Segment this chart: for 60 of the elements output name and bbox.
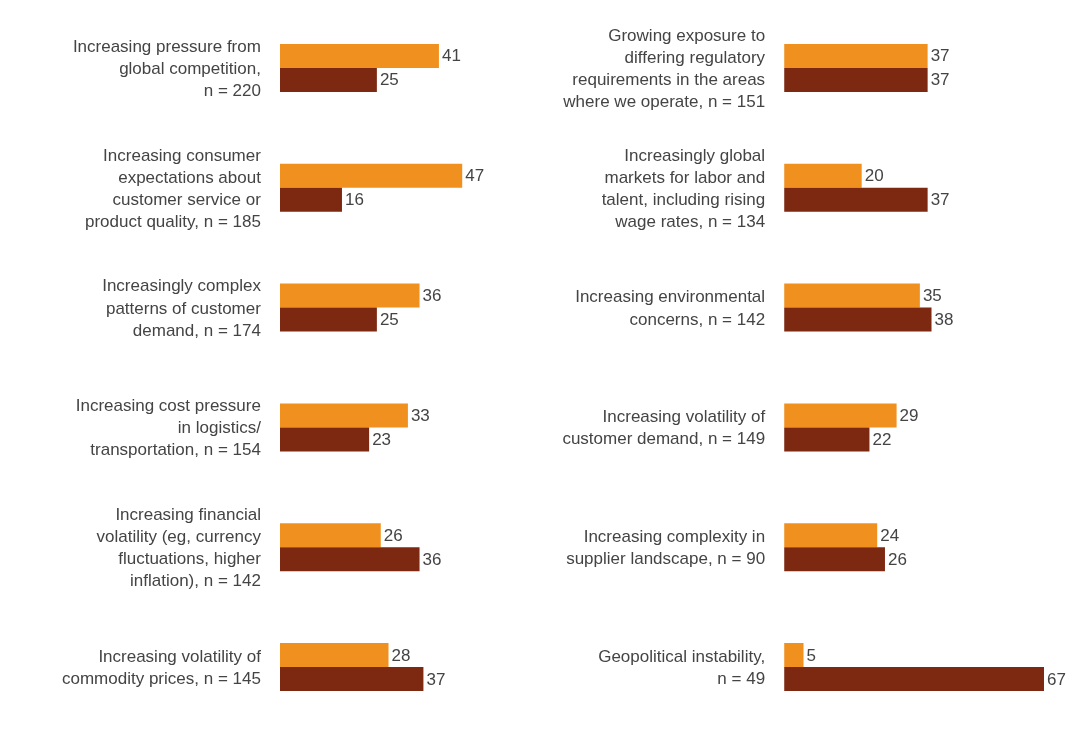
- y-tick-label: Geopolitical instability, n = 49: [598, 646, 766, 689]
- bar: [279, 403, 408, 428]
- bar: [279, 67, 377, 92]
- y-tick-label: Increasing complexity in supplier landscape, n = 90: [566, 527, 766, 569]
- bar: [279, 643, 389, 668]
- bar: [279, 187, 342, 212]
- data-label: 23: [372, 429, 392, 449]
- y-tick-label: Increasing financial volatility (eg, currency fluctuations, higher inflation), n = 142: [96, 505, 262, 591]
- data-label: 16: [344, 190, 364, 210]
- y-tick-label: Growing exposure to differing regulatory requirements in the areas where we operate, n = 151: [562, 25, 766, 112]
- bar: [279, 667, 424, 692]
- bar: [279, 547, 420, 572]
- data-label: 26: [887, 549, 907, 569]
- bar: [784, 547, 885, 572]
- bar: [279, 163, 463, 188]
- bar: [784, 67, 928, 92]
- bar: [784, 643, 804, 668]
- data-label: 47: [465, 166, 485, 186]
- data-label: 67: [1046, 669, 1066, 689]
- bar: [784, 187, 928, 212]
- bar: [279, 523, 381, 548]
- y-tick-label: Increasing volatility of customer demand, n = 149: [562, 407, 766, 449]
- bar: [784, 667, 1044, 692]
- bar: [784, 283, 920, 308]
- data-label: 24: [880, 525, 900, 545]
- y-tick-label: Increasingly global markets for labor and talent, including rising wage rates, n = 134: [601, 145, 766, 231]
- data-label: 22: [872, 429, 892, 449]
- bar: [279, 283, 420, 308]
- y-tick-label: Increasingly complex patterns of customer demand, n = 174: [102, 276, 262, 340]
- bar: [279, 307, 377, 332]
- data-label: 5: [806, 645, 816, 665]
- data-label: 37: [426, 669, 446, 689]
- y-tick-label: Increasing environmental concerns, n = 142: [575, 287, 766, 329]
- data-label: 26: [383, 525, 403, 545]
- data-label: 28: [391, 645, 411, 665]
- bar: [784, 43, 928, 68]
- data-label: 36: [422, 286, 442, 306]
- data-label: 25: [379, 310, 399, 330]
- y-tick-label: Increasing pressure from global competition, n = 220: [72, 36, 261, 100]
- data-label: 38: [934, 310, 954, 330]
- data-label: 29: [899, 405, 919, 425]
- bar: [279, 43, 439, 68]
- y-tick-label: Increasing volatility of commodity prices, n = 145: [62, 646, 262, 689]
- y-tick-label: Increasing cost pressure in logistics/ transportation, n = 154: [75, 396, 262, 460]
- data-label: 20: [864, 166, 884, 186]
- data-label: 37: [930, 190, 950, 210]
- data-label: 35: [922, 286, 942, 306]
- bar: [784, 307, 932, 332]
- data-label: 37: [930, 70, 950, 90]
- y-tick-label: Increasing consumer expectations about customer service or product quality, n = 185: [84, 145, 262, 231]
- bar: [784, 427, 870, 452]
- data-label: 37: [930, 46, 950, 66]
- bar: [784, 163, 862, 188]
- bar: [784, 523, 878, 548]
- bar: [279, 427, 370, 452]
- bar: [784, 403, 897, 428]
- data-label: 41: [441, 46, 461, 66]
- data-label: 33: [410, 405, 430, 425]
- data-label: 25: [379, 70, 399, 90]
- data-label: 36: [422, 549, 442, 569]
